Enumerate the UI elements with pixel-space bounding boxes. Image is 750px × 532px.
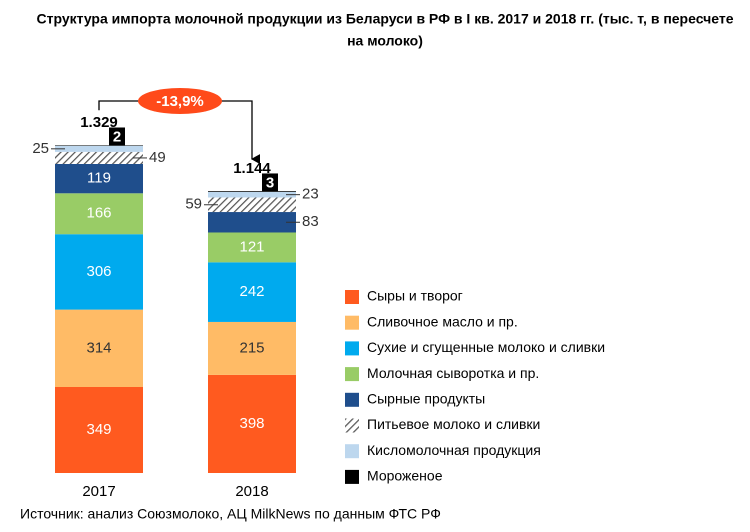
legend-swatch bbox=[345, 367, 359, 381]
data-label: 121 bbox=[239, 238, 264, 255]
data-label: 59 bbox=[185, 196, 202, 213]
data-label: 25 bbox=[32, 140, 49, 157]
legend-swatch bbox=[345, 316, 359, 330]
total-label: 1.144 bbox=[233, 160, 271, 177]
data-label: 349 bbox=[86, 421, 111, 438]
data-label: 83 bbox=[302, 213, 319, 230]
legend-label: Сыры и творог bbox=[367, 288, 463, 304]
data-label: 215 bbox=[239, 339, 264, 356]
legend-swatch bbox=[345, 470, 359, 484]
chart-title: Структура импорта молочной продукции из … bbox=[36, 11, 733, 27]
annotation: -13,9% bbox=[156, 93, 204, 110]
data-label: 242 bbox=[239, 283, 264, 300]
bar-segment bbox=[55, 152, 143, 164]
legend-label: Мороженое bbox=[367, 468, 443, 484]
legend-label: Молочная сыворотка и пр. bbox=[367, 365, 539, 381]
legend-swatch bbox=[345, 290, 359, 304]
source: Источник: анализ Союзмолоко, АЦ MilkNews… bbox=[20, 506, 441, 522]
bar-segment bbox=[208, 212, 296, 232]
data-label: 306 bbox=[86, 263, 111, 280]
data-label: 119 bbox=[87, 170, 111, 187]
total-label: 1.329 bbox=[80, 114, 118, 131]
bar-segment bbox=[208, 191, 296, 192]
x-tick-label: 2018 bbox=[235, 483, 268, 500]
bar-segment bbox=[208, 192, 296, 198]
legend-label: Сырные продукты bbox=[367, 391, 485, 407]
legend-swatch bbox=[345, 444, 359, 458]
chart-title: на молоко) bbox=[347, 33, 423, 49]
legend-label: Сухие и сгущенные молоко и сливки bbox=[367, 339, 605, 355]
data-label: 398 bbox=[239, 415, 264, 432]
data-label: 49 bbox=[149, 149, 166, 166]
data-label: 314 bbox=[86, 339, 111, 356]
legend-swatch bbox=[345, 341, 359, 355]
legend-swatch bbox=[345, 419, 359, 433]
bar-segment bbox=[55, 146, 143, 152]
legend-swatch bbox=[345, 393, 359, 407]
x-tick-label: 2017 bbox=[82, 483, 115, 500]
bar-segment bbox=[208, 197, 296, 212]
data-label: 166 bbox=[86, 205, 111, 222]
legend-label: Питьевое молоко и сливки bbox=[367, 416, 540, 432]
legend-label: Сливочное масло и пр. bbox=[367, 313, 518, 329]
data-label: 23 bbox=[302, 186, 319, 203]
legend-label: Кисломолочная продукция bbox=[367, 442, 541, 458]
